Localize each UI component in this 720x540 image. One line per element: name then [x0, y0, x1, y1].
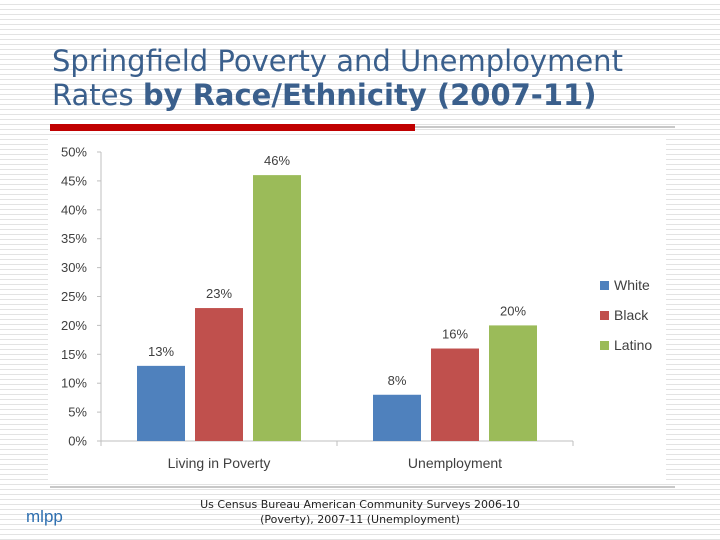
- chart-legend: White Black Latino: [600, 270, 662, 360]
- source-line-2: (Poverty), 2007-11 (Unemployment): [260, 513, 460, 526]
- slide-title: Springfield Poverty and Unemployment Rat…: [52, 44, 692, 112]
- legend-item-white: White: [600, 270, 662, 300]
- title-line-1: Springfield Poverty and Unemployment: [52, 44, 623, 78]
- mlpp-logo: mlpp: [26, 507, 63, 526]
- source-line-1: Us Census Bureau American Community Surv…: [200, 498, 520, 511]
- bar-white-1: [137, 365, 185, 441]
- legend-swatch-latino: [600, 340, 609, 350]
- y-tick-label: 25%: [61, 289, 87, 304]
- legend-item-latino: Latino: [600, 330, 662, 360]
- x-category-label: Unemployment: [408, 455, 502, 471]
- y-tick-label: 5%: [68, 405, 87, 420]
- data-label-black-1: 23%: [206, 286, 232, 301]
- bar-chart: 0% 5% 10% 15% 20% 25% 30% 35% 40% 45% 50% 13% 23% 46%…: [61, 145, 574, 471]
- legend-item-black: Black: [600, 300, 662, 330]
- legend-swatch-white: [600, 280, 609, 290]
- title-line-2-normal: Rates: [52, 78, 143, 112]
- y-tick-label: 30%: [61, 260, 87, 275]
- y-tick-label: 40%: [61, 202, 87, 217]
- bar-latino-2: [489, 325, 537, 441]
- data-label-black-2: 16%: [442, 327, 468, 342]
- data-label-white-2: 8%: [388, 373, 407, 388]
- bar-black-1: [195, 308, 243, 441]
- data-label-latino-1: 46%: [264, 153, 290, 168]
- legend-label-white: White: [614, 277, 650, 293]
- title-gray-rule: [415, 126, 675, 128]
- bar-latino-1: [253, 175, 301, 441]
- source-note: Us Census Bureau American Community Surv…: [170, 497, 550, 527]
- x-category-label: Living in Poverty: [168, 455, 271, 471]
- y-tick-label: 10%: [61, 376, 87, 391]
- y-tick-label: 50%: [61, 145, 87, 160]
- legend-label-black: Black: [614, 307, 649, 323]
- y-tick-label: 35%: [61, 231, 87, 246]
- chart-area: 0% 5% 10% 15% 20% 25% 30% 35% 40% 45% 50% 13% 23% 46%…: [48, 138, 666, 480]
- y-tick-label: 15%: [61, 347, 87, 362]
- y-tick-label: 0%: [68, 434, 87, 449]
- bar-white-2: [373, 394, 421, 441]
- y-tick-label: 45%: [61, 173, 87, 188]
- title-accent-rule: [50, 124, 415, 131]
- legend-label-latino: Latino: [614, 337, 653, 353]
- data-label-latino-2: 20%: [500, 303, 526, 318]
- title-line-2-bold: by Race/Ethnicity (2007-11): [142, 78, 597, 112]
- data-label-white-1: 13%: [148, 344, 174, 359]
- y-tick-label: 20%: [61, 318, 87, 333]
- legend-swatch-black: [600, 310, 609, 320]
- footer-rule: [50, 486, 675, 488]
- bar-black-2: [431, 348, 479, 441]
- title-line-2: Rates by Race/Ethnicity (2007-11): [52, 78, 692, 112]
